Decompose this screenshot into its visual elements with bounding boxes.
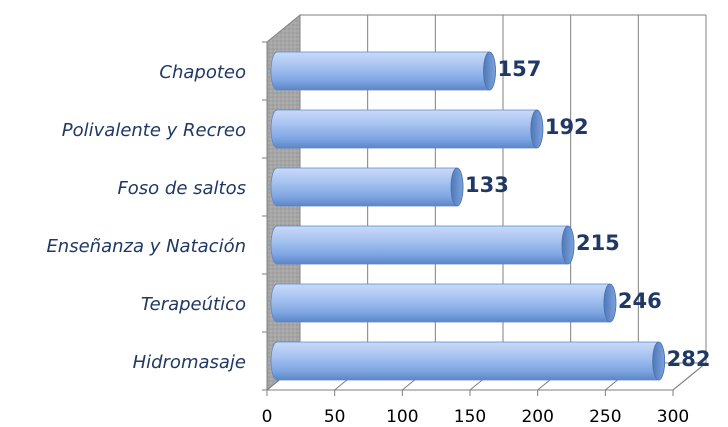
bar-3 [270, 225, 575, 265]
bar-cap-3 [561, 225, 575, 265]
bar-cap-1 [530, 109, 544, 149]
x-tick-label: 0 [262, 407, 273, 427]
bar-0 [270, 51, 496, 91]
x-tick-label: 150 [454, 407, 486, 427]
data-label-0: 157 [497, 57, 541, 81]
x-tick-label: 250 [589, 407, 621, 427]
category-label-4: Terapeútico [141, 294, 246, 315]
bar-cap-4 [603, 283, 617, 323]
category-label-3: Enseñanza y Natación [46, 236, 246, 257]
x-tick-label: 300 [657, 407, 689, 427]
bar-2 [270, 167, 464, 207]
x-tick-label: 100 [386, 407, 418, 427]
bar-cap-0 [483, 51, 496, 91]
data-label-4: 246 [618, 289, 662, 313]
data-label-1: 192 [545, 115, 589, 139]
category-label-5: Hidromasaje [133, 352, 246, 373]
x-tick-label: 50 [324, 407, 346, 427]
data-label-2: 133 [465, 173, 509, 197]
bar-4 [270, 283, 617, 323]
category-label-2: Foso de saltos [117, 178, 246, 199]
bar-5 [270, 341, 666, 381]
floor-gridline [672, 362, 707, 391]
bars [270, 51, 666, 381]
data-label-3: 215 [576, 231, 620, 255]
category-label-1: Polivalente y Recreo [62, 120, 246, 141]
category-label-0: Chapoteo [159, 62, 246, 83]
bar-cap-5 [652, 341, 666, 381]
data-label-5: 282 [667, 347, 711, 371]
bar-1 [270, 109, 544, 149]
x-tick-label: 200 [521, 407, 553, 427]
labels: 0 50 100 150 200 250 300 Chapoteo 157 Polivalente… [46, 57, 710, 427]
bar-cap-2 [450, 167, 464, 207]
